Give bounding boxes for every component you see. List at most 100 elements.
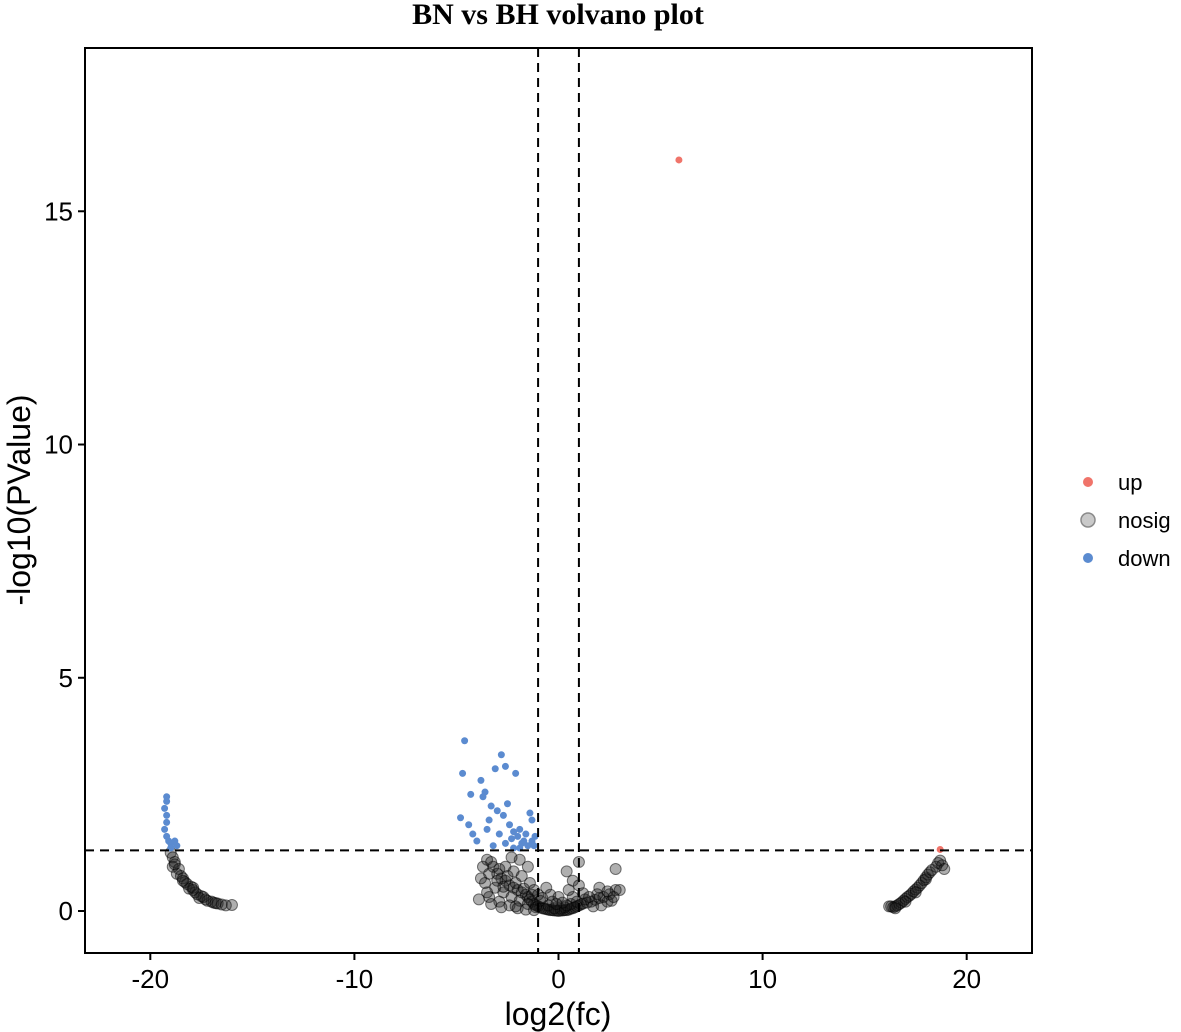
point-nosig	[595, 899, 608, 912]
point-down	[528, 837, 536, 845]
point-down	[501, 839, 509, 847]
point-nosig	[521, 860, 534, 873]
point-nosig	[528, 884, 541, 897]
point-nosig	[576, 887, 589, 900]
point-nosig	[485, 898, 498, 911]
y-axis: 0 5 10 15	[44, 196, 85, 926]
point-nosig	[474, 872, 487, 885]
point-nosig	[197, 891, 210, 904]
point-down	[469, 830, 477, 838]
point-down	[526, 809, 534, 817]
point-nosig	[493, 863, 506, 876]
point-down	[514, 832, 522, 840]
threshold-lines	[85, 48, 1032, 953]
point-down	[457, 814, 465, 822]
legend-label-up: up	[1118, 470, 1142, 495]
point-nosig	[509, 900, 522, 913]
point-down	[161, 804, 169, 812]
point-down	[477, 776, 485, 784]
point-down	[173, 842, 181, 850]
point-nosig	[601, 895, 614, 908]
point-down	[510, 828, 518, 836]
point-nosig	[938, 863, 951, 876]
point-down	[481, 788, 489, 796]
x-tick-label: 20	[952, 964, 981, 994]
point-nosig	[481, 886, 494, 899]
legend-label-nosig: nosig	[1118, 508, 1171, 533]
point-down	[483, 825, 491, 833]
point-nosig	[609, 863, 622, 876]
point-down	[528, 816, 536, 824]
point-down	[520, 837, 528, 845]
point-down	[161, 825, 169, 833]
x-tick-label: 0	[551, 964, 565, 994]
point-nosig	[176, 874, 189, 887]
y-tick-label: 10	[44, 430, 73, 460]
point-down	[506, 821, 514, 829]
point-down	[495, 830, 503, 838]
point-nosig	[591, 888, 604, 901]
point-down	[487, 802, 495, 810]
point-down	[522, 830, 530, 838]
x-tick-label: 10	[748, 964, 777, 994]
y-tick-label: 0	[59, 896, 73, 926]
x-axis: -20 -10 0 10 20	[132, 953, 981, 994]
point-down	[465, 821, 473, 829]
data-points	[161, 156, 951, 918]
point-down	[163, 818, 171, 826]
point-nosig	[209, 897, 222, 910]
point-nosig	[889, 902, 902, 915]
point-down	[485, 816, 493, 824]
point-down	[497, 751, 505, 759]
x-tick-label: -10	[336, 964, 374, 994]
point-down	[501, 762, 509, 770]
point-nosig	[168, 858, 181, 871]
point-nosig	[179, 876, 192, 889]
point-nosig	[491, 874, 504, 887]
x-axis-label: log2(fc)	[505, 996, 612, 1032]
y-tick-label: 15	[44, 196, 73, 226]
point-nosig	[560, 865, 573, 878]
legend-symbol-nosig	[1080, 512, 1096, 528]
point-nosig	[495, 901, 508, 914]
point-down	[493, 807, 501, 815]
point-nosig	[225, 898, 238, 911]
point-nosig	[505, 851, 518, 864]
point-nosig	[919, 873, 932, 886]
chart-title: BN vs BH volvano plot	[412, 0, 704, 31]
point-nosig	[501, 870, 514, 883]
legend-label-down: down	[1118, 546, 1171, 571]
legend-symbol-up	[1083, 477, 1093, 487]
point-down	[491, 765, 499, 773]
point-down	[163, 797, 171, 805]
point-nosig	[562, 884, 575, 897]
point-down	[473, 837, 481, 845]
point-down	[163, 811, 171, 819]
point-nosig	[497, 880, 510, 893]
point-down	[524, 842, 532, 850]
point-nosig	[550, 898, 563, 911]
y-tick-label: 5	[59, 663, 73, 693]
legend-symbol-down	[1083, 553, 1093, 563]
point-nosig	[899, 895, 912, 908]
point-down	[516, 825, 524, 833]
x-tick-label: -20	[132, 964, 170, 994]
point-down	[512, 769, 520, 777]
point-nosig	[523, 877, 536, 890]
point-down	[459, 769, 467, 777]
point-down	[503, 800, 511, 808]
point-nosig	[187, 881, 200, 894]
point-nosig	[540, 881, 553, 894]
point-up	[675, 156, 683, 164]
point-down	[508, 835, 516, 843]
point-down	[499, 811, 507, 819]
point-down	[489, 842, 497, 850]
point-nosig	[528, 904, 541, 917]
point-nosig	[476, 860, 489, 873]
point-down	[461, 737, 469, 745]
point-down	[467, 790, 475, 798]
point-nosig	[515, 870, 528, 883]
legend: up nosig down	[1080, 470, 1171, 571]
point-nosig	[472, 893, 485, 906]
